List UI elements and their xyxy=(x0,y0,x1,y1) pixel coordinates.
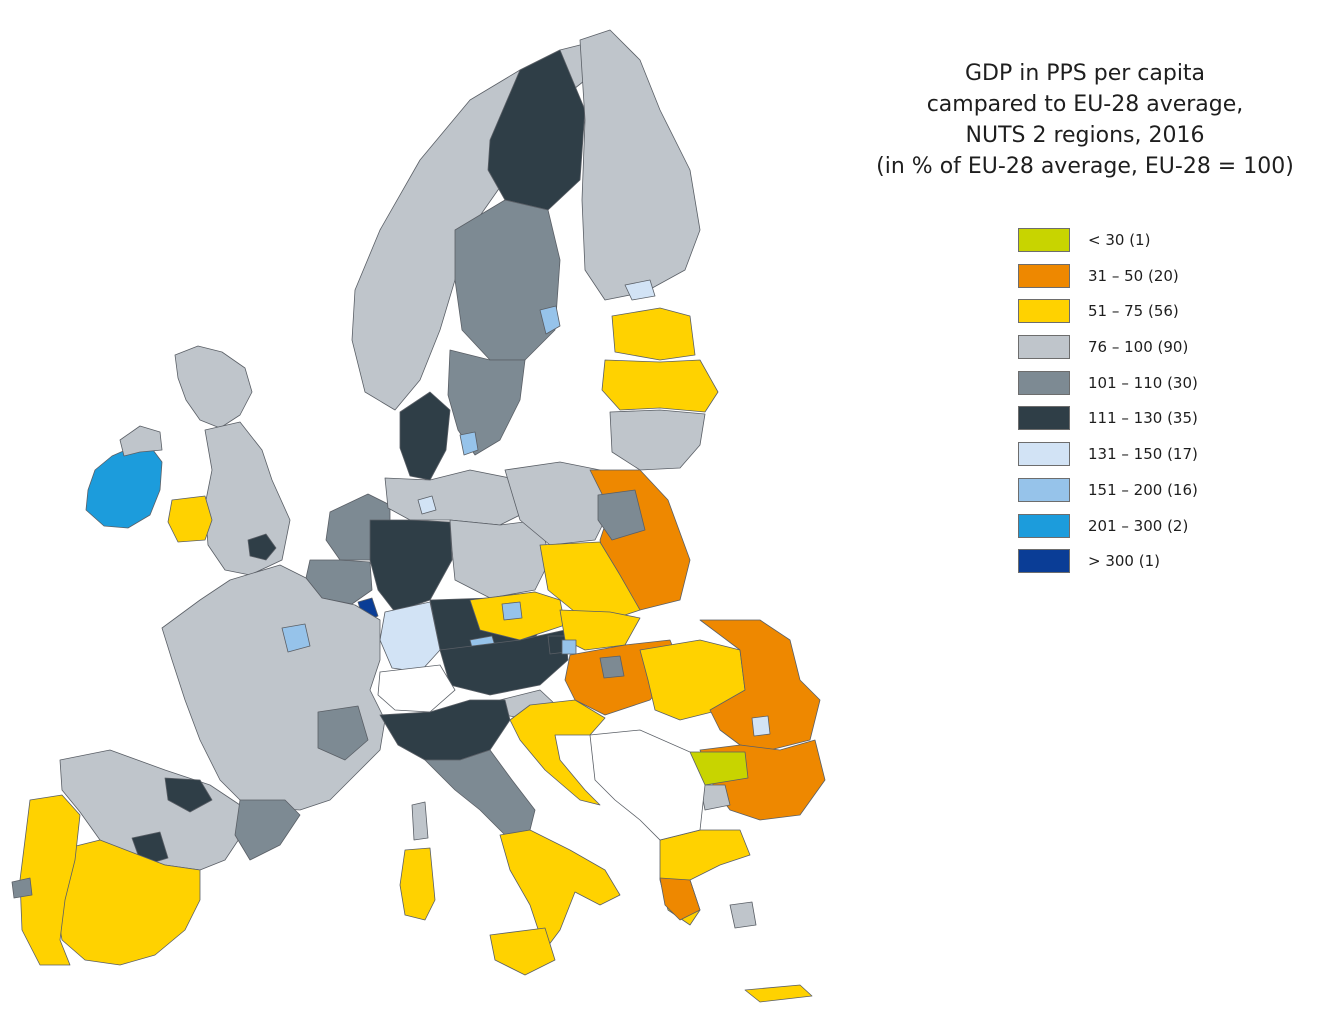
region-latvia xyxy=(601,359,719,413)
region-london xyxy=(247,533,277,561)
region-sweden-north xyxy=(487,49,586,211)
legend-swatch xyxy=(1018,263,1070,288)
legend-swatch xyxy=(1018,549,1070,574)
legend-swatch xyxy=(1018,477,1070,502)
region-denmark xyxy=(399,391,451,481)
region-hamburg xyxy=(417,495,437,515)
region-germany-west xyxy=(369,519,453,613)
region-lithuania xyxy=(609,409,706,471)
legend-item: 76 – 100 (90) xyxy=(1018,335,1278,360)
region-northern-ireland xyxy=(119,425,163,457)
legend-item: 111 – 130 (35) xyxy=(1018,406,1278,431)
legend-label: > 300 (1) xyxy=(1088,552,1160,571)
region-basque xyxy=(164,777,213,813)
region-finland xyxy=(579,29,701,301)
region-austria xyxy=(439,629,569,696)
legend-item: < 30 (1) xyxy=(1018,228,1278,252)
title-line-4: (in % of EU-28 average, EU-28 = 100) xyxy=(876,154,1294,179)
region-athens xyxy=(729,901,757,929)
legend-swatch xyxy=(1018,442,1070,467)
legend-swatch xyxy=(1018,406,1070,431)
region-sweden-middle xyxy=(454,199,561,361)
region-switzerland xyxy=(377,664,456,713)
region-prague xyxy=(501,601,523,621)
legend-item: > 300 (1) xyxy=(1018,549,1278,574)
map-title: GDP in PPS per capita campared to EU-28 … xyxy=(860,58,1310,182)
region-sweden-south xyxy=(447,349,526,456)
region-sardinia xyxy=(399,847,436,921)
region-germany-east xyxy=(449,519,551,599)
legend-item: 201 – 300 (2) xyxy=(1018,513,1278,538)
legend-label: 111 – 130 (35) xyxy=(1088,409,1198,428)
region-croatia xyxy=(509,699,606,806)
title-line-3: NUTS 2 regions, 2016 xyxy=(965,123,1205,148)
legend-item: 131 – 150 (17) xyxy=(1018,442,1278,467)
legend-item: 51 – 75 (56) xyxy=(1018,299,1278,324)
legend-swatch xyxy=(1018,513,1070,538)
region-italy-south xyxy=(499,829,621,951)
region-stockholm xyxy=(539,305,561,335)
region-bucharest xyxy=(751,715,771,737)
legend-swatch xyxy=(1018,370,1070,395)
region-scotland xyxy=(174,345,253,429)
region-sicily xyxy=(489,927,556,976)
region-copenhagen xyxy=(459,431,479,456)
legend-swatch xyxy=(1018,299,1070,324)
region-warsaw xyxy=(597,489,646,541)
region-baden-wuerttemberg xyxy=(379,601,441,673)
region-helsinki xyxy=(624,279,656,301)
legend-swatch xyxy=(1018,228,1070,252)
region-ireland xyxy=(85,445,163,529)
legend-label: < 30 (1) xyxy=(1088,231,1151,249)
title-line-2: campared to EU-28 average, xyxy=(926,92,1244,117)
legend-swatch xyxy=(1018,335,1070,360)
region-budapest xyxy=(599,655,625,679)
region-bratislava xyxy=(561,639,577,655)
region-crete xyxy=(744,984,813,1003)
region-greece-west xyxy=(659,877,701,921)
legend-item: 151 – 200 (16) xyxy=(1018,477,1278,502)
legend-label: 76 – 100 (90) xyxy=(1088,338,1189,357)
legend: < 30 (1) 31 – 50 (20) 51 – 75 (56) 76 – … xyxy=(1018,228,1278,585)
legend-label: 31 – 50 (20) xyxy=(1088,266,1179,285)
legend-label: 131 – 150 (17) xyxy=(1088,445,1198,464)
region-catalonia xyxy=(234,799,301,861)
legend-item: 101 – 110 (30) xyxy=(1018,370,1278,395)
region-estonia xyxy=(611,307,696,361)
region-italy-centre xyxy=(424,749,536,836)
legend-label: 151 – 200 (16) xyxy=(1088,480,1198,499)
region-balkans xyxy=(589,729,706,841)
legend-label: 201 – 300 (2) xyxy=(1088,516,1189,535)
region-lyon xyxy=(317,705,369,761)
region-lisbon xyxy=(11,877,33,899)
region-paris xyxy=(281,623,311,653)
region-portugal xyxy=(19,794,81,966)
legend-item: 31 – 50 (20) xyxy=(1018,263,1278,288)
region-spain-north xyxy=(59,749,246,871)
choropleth-map xyxy=(11,29,826,1003)
legend-label: 101 – 110 (30) xyxy=(1088,373,1198,392)
regions-layer xyxy=(11,29,826,1003)
legend-label: 51 – 75 (56) xyxy=(1088,302,1179,321)
region-italy-north xyxy=(379,699,511,761)
title-line-1: GDP in PPS per capita xyxy=(964,61,1206,86)
region-england-north xyxy=(204,421,291,576)
region-wales xyxy=(167,495,213,543)
region-corsica xyxy=(411,801,429,841)
